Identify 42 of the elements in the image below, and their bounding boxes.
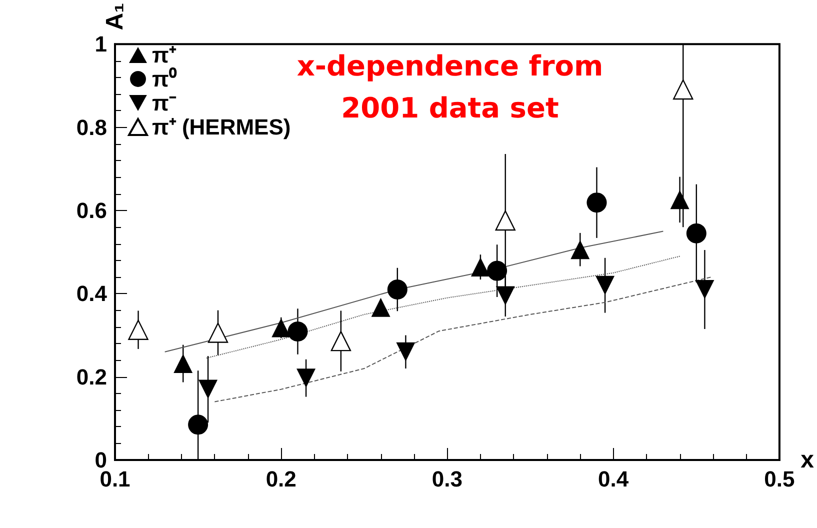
y-tick-label: 0.2 xyxy=(76,364,107,390)
y-tick-label: 0.6 xyxy=(76,198,107,223)
point xyxy=(586,192,607,213)
point xyxy=(496,286,515,306)
point xyxy=(288,322,308,342)
point xyxy=(188,414,208,435)
x-tick-label: 0.4 xyxy=(598,466,630,492)
y-tick-label: 1 xyxy=(94,32,107,57)
point xyxy=(596,276,615,295)
y-axis-title: A₁ xyxy=(102,2,128,30)
point xyxy=(208,322,228,343)
legend-label: π⁺ (HERMES) xyxy=(152,114,291,140)
point xyxy=(673,79,694,100)
point xyxy=(330,330,352,352)
legend-label: π⁰ xyxy=(152,66,177,92)
legend-label: π⁺ xyxy=(152,42,177,68)
legend-label: π⁻ xyxy=(152,90,177,116)
point xyxy=(686,223,706,244)
text: x-dependence from 2001 data set xyxy=(296,50,604,124)
x-tick-label: 0.5 xyxy=(764,466,795,492)
point xyxy=(387,280,408,300)
point xyxy=(695,280,714,300)
point xyxy=(198,380,218,399)
point xyxy=(470,258,490,277)
x-tick-label: 0.3 xyxy=(432,466,463,492)
y-tick-label: 0.8 xyxy=(76,114,107,140)
point xyxy=(670,190,690,210)
line-series xyxy=(206,256,680,359)
line-series xyxy=(164,230,664,352)
point xyxy=(128,320,148,340)
point xyxy=(396,342,416,362)
point xyxy=(495,210,516,231)
point xyxy=(296,368,316,388)
point xyxy=(272,318,291,338)
y-tick-label: 0.4 xyxy=(76,281,108,306)
x-tick-label: 0.2 xyxy=(266,466,296,492)
point xyxy=(570,240,590,260)
point xyxy=(174,354,193,374)
point xyxy=(371,298,390,317)
line-series xyxy=(214,276,712,402)
point xyxy=(487,260,508,281)
x-axis-title: x xyxy=(800,446,815,474)
